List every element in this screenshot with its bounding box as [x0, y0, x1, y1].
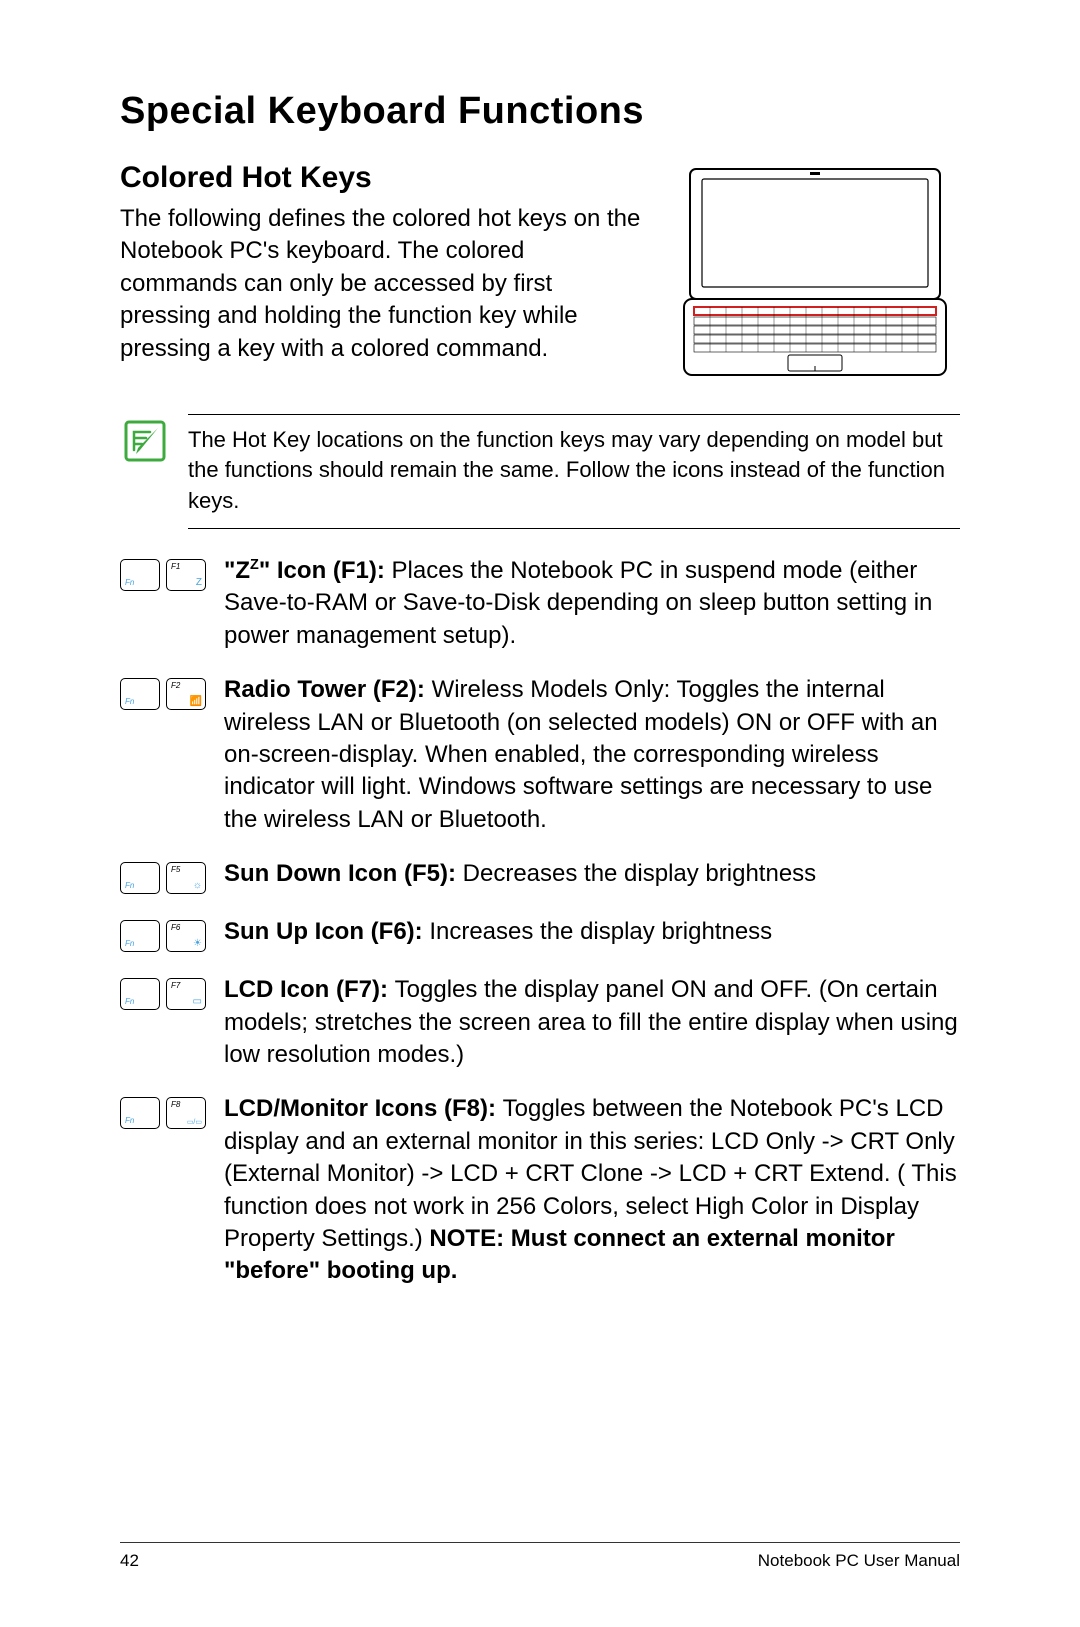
fn-key-icon: Fn — [120, 978, 160, 1010]
f1-key-icon: F1 Z — [166, 559, 206, 591]
laptop-illustration — [670, 161, 960, 386]
page-title: Special Keyboard Functions — [120, 90, 960, 133]
fn-key-icon: Fn — [120, 559, 160, 591]
intro-paragraph: The following defines the colored hot ke… — [120, 203, 646, 365]
hotkey-f6-keys: Fn F6 ☀ — [120, 916, 212, 952]
note-callout: The Hot Key locations on the function ke… — [120, 414, 960, 529]
page-number: 42 — [120, 1551, 139, 1571]
hotkey-f7-text: LCD Icon (F7): Toggles the display panel… — [224, 974, 960, 1071]
hotkey-f6-text: Sun Up Icon (F6): Increases the display … — [224, 916, 960, 948]
intro-text-block: Colored Hot Keys The following defines t… — [120, 161, 646, 386]
hotkey-f5-text: Sun Down Icon (F5): Decreases the displa… — [224, 858, 960, 890]
hotkey-f7-keys: Fn F7 ▭ — [120, 974, 212, 1010]
hotkey-f7: Fn F7 ▭ LCD Icon (F7): Toggles the displ… — [120, 974, 960, 1071]
section-subtitle: Colored Hot Keys — [120, 161, 646, 195]
intro-section: Colored Hot Keys The following defines t… — [120, 161, 960, 386]
f7-key-icon: F7 ▭ — [166, 978, 206, 1010]
fn-key-icon: Fn — [120, 862, 160, 894]
hotkey-f6: Fn F6 ☀ Sun Up Icon (F6): Increases the … — [120, 916, 960, 952]
hotkey-f2-text: Radio Tower (F2): Wireless Models Only: … — [224, 674, 960, 836]
hotkey-f8: Fn F8 ▭/▭ LCD/Monitor Icons (F8): Toggle… — [120, 1093, 960, 1287]
hotkey-f8-keys: Fn F8 ▭/▭ — [120, 1093, 212, 1129]
hotkey-f1-text: "ZZ" Icon (F1): Places the Notebook PC i… — [224, 555, 960, 652]
f5-key-icon: F5 ☼ — [166, 862, 206, 894]
fn-key-icon: Fn — [120, 920, 160, 952]
hotkey-f2: Fn F2 📶 Radio Tower (F2): Wireless Model… — [120, 674, 960, 836]
manual-name: Notebook PC User Manual — [758, 1551, 960, 1571]
fn-key-icon: Fn — [120, 1097, 160, 1129]
f2-key-icon: F2 📶 — [166, 678, 206, 710]
hotkey-f5: Fn F5 ☼ Sun Down Icon (F5): Decreases th… — [120, 858, 960, 894]
manual-page: Special Keyboard Functions Colored Hot K… — [0, 0, 1080, 1627]
page-footer: 42 Notebook PC User Manual — [120, 1542, 960, 1571]
fn-key-icon: Fn — [120, 678, 160, 710]
hotkey-f1: Fn F1 Z "ZZ" Icon (F1): Places the Noteb… — [120, 555, 960, 652]
hotkey-f5-keys: Fn F5 ☼ — [120, 858, 212, 894]
hotkey-f1-keys: Fn F1 Z — [120, 555, 212, 591]
f6-key-icon: F6 ☀ — [166, 920, 206, 952]
note-text: The Hot Key locations on the function ke… — [188, 414, 960, 529]
hotkey-f8-text: LCD/Monitor Icons (F8): Toggles between … — [224, 1093, 960, 1287]
note-icon — [120, 416, 170, 471]
hotkey-f2-keys: Fn F2 📶 — [120, 674, 212, 710]
f8-key-icon: F8 ▭/▭ — [166, 1097, 206, 1129]
